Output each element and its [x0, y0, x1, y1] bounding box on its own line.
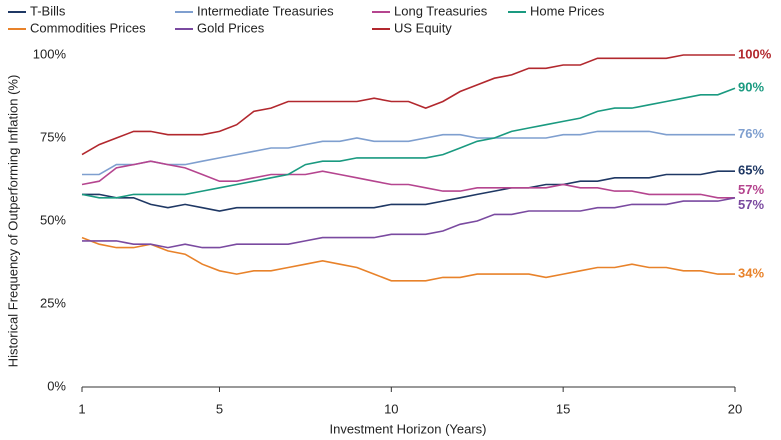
- end-label: 57%: [738, 182, 764, 197]
- series-line: [81, 160, 735, 199]
- legend-label: Gold Prices: [197, 20, 265, 35]
- end-label: 34%: [738, 266, 764, 281]
- end-label: 90%: [738, 80, 764, 95]
- series-line: [82, 130, 735, 176]
- end-label: 65%: [738, 163, 764, 178]
- series-line: [82, 197, 736, 249]
- end-label: 57%: [738, 197, 764, 212]
- y-tick-label: 75%: [40, 129, 66, 144]
- x-tick-label: 20: [728, 401, 742, 416]
- series-line: [81, 54, 735, 156]
- legend-label: Commodities Prices: [30, 20, 146, 35]
- x-tick-label: 5: [216, 401, 223, 416]
- x-tick-label: 15: [556, 401, 570, 416]
- legend-label: US Equity: [394, 20, 452, 35]
- series-line: [81, 236, 735, 282]
- y-tick-label: 100%: [33, 46, 67, 61]
- legend-label: Intermediate Treasuries: [197, 3, 334, 18]
- end-label: 76%: [738, 126, 764, 141]
- series-line: [81, 87, 736, 199]
- x-tick-label: 1: [78, 401, 85, 416]
- y-tick-label: 0%: [47, 378, 66, 393]
- end-label: 100%: [738, 46, 772, 61]
- legend-label: Long Treasuries: [394, 3, 488, 18]
- y-axis-title: Historical Frequency of Outperforming In…: [5, 75, 20, 368]
- y-tick-label: 50%: [40, 212, 66, 227]
- x-tick-label: 10: [384, 401, 398, 416]
- x-axis-title: Investment Horizon (Years): [329, 421, 486, 436]
- y-tick-label: 25%: [40, 295, 66, 310]
- legend-label: Home Prices: [530, 3, 605, 18]
- legend-label: T-Bills: [30, 3, 66, 18]
- series-line: [82, 170, 735, 212]
